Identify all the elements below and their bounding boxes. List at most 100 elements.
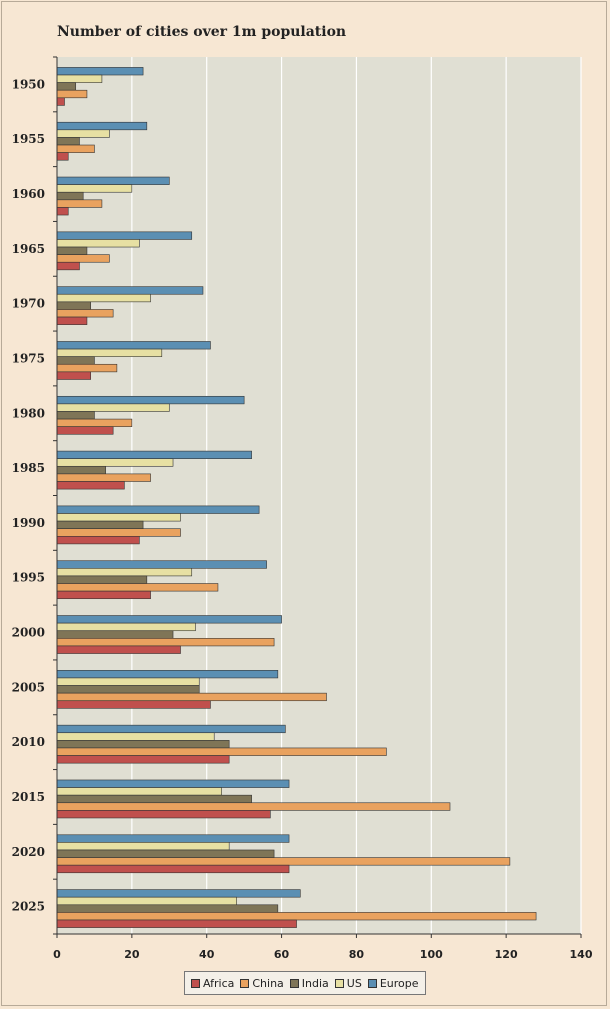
y-tick-label: 1975 <box>12 351 45 365</box>
bar-europe-1985 <box>56 450 252 459</box>
bar-africa-2010 <box>56 755 230 764</box>
chart-legend: Africa China India US Europe <box>184 971 426 995</box>
chart-title: Number of cities over 1m population <box>57 24 347 40</box>
bar-europe-2010 <box>56 724 286 734</box>
bar-africa-1965 <box>56 261 80 271</box>
bar-china-1955 <box>56 144 95 153</box>
legend-item-india: India <box>289 976 329 990</box>
bar-us-2020 <box>56 842 230 851</box>
bar-europe-2015 <box>56 779 290 788</box>
bar-europe-1950 <box>56 67 144 76</box>
y-tick-label: 1980 <box>12 406 45 420</box>
bar-europe-2025 <box>56 889 301 898</box>
y-tick-label: 1950 <box>12 77 45 91</box>
bar-africa-1970 <box>56 316 88 325</box>
x-tick-label: 100 <box>420 948 443 961</box>
x-tick-label: 0 <box>53 948 61 961</box>
bar-us-1960 <box>56 184 133 193</box>
bar-china-1990 <box>56 528 181 537</box>
bar-us-1980 <box>56 403 170 412</box>
bar-us-1975 <box>56 348 163 357</box>
legend-item-us: US <box>334 976 362 990</box>
bar-africa-1950 <box>56 97 65 106</box>
bar-china-2020 <box>56 857 511 866</box>
bar-us-1995 <box>56 568 193 577</box>
legend-item-china: China <box>240 976 284 990</box>
bar-china-1950 <box>56 89 88 99</box>
legend-swatch <box>334 978 344 988</box>
bar-europe-1980 <box>56 395 245 405</box>
bar-europe-1995 <box>56 560 267 569</box>
y-tick-label: 2000 <box>12 626 45 640</box>
bar-china-2015 <box>56 802 451 811</box>
x-tick-label: 20 <box>124 948 140 961</box>
bar-us-1965 <box>56 239 140 248</box>
legend-swatch <box>289 978 299 988</box>
y-tick-label: 2025 <box>12 900 45 914</box>
bar-us-2010 <box>56 732 215 741</box>
bar-us-1950 <box>56 74 103 83</box>
legend-label: Africa <box>203 976 235 990</box>
bar-china-1980 <box>56 418 133 427</box>
bar-africa-2000 <box>56 645 181 654</box>
x-tick-label: 60 <box>274 948 290 961</box>
x-tick-label: 140 <box>570 948 593 961</box>
bar-india-2015 <box>56 794 252 804</box>
bar-africa-1955 <box>56 152 69 161</box>
legend-label: India <box>301 976 329 990</box>
bar-china-2000 <box>56 638 275 647</box>
x-tick-label: 80 <box>349 948 365 961</box>
bar-india-1995 <box>56 575 148 584</box>
y-tick-label: 1985 <box>12 461 45 475</box>
bar-india-2020 <box>56 849 275 858</box>
bar-us-2025 <box>56 896 237 906</box>
x-tick-label: 40 <box>199 948 215 961</box>
bar-china-1995 <box>56 583 219 592</box>
bar-india-1975 <box>56 356 95 365</box>
bar-africa-1990 <box>56 536 140 545</box>
y-tick-label: 2020 <box>12 845 45 859</box>
y-tick-label: 2005 <box>12 680 45 694</box>
bar-africa-2025 <box>56 919 297 928</box>
bar-india-2010 <box>56 740 230 749</box>
bar-india-1960 <box>56 191 84 201</box>
bar-africa-2015 <box>56 810 271 819</box>
bar-india-1980 <box>56 411 95 420</box>
bar-africa-1985 <box>56 481 125 490</box>
y-tick-label: 1970 <box>12 297 45 311</box>
y-tick-label: 1995 <box>12 571 45 585</box>
bar-us-1970 <box>56 293 151 303</box>
bar-india-1955 <box>56 137 80 146</box>
bar-india-1990 <box>56 520 144 530</box>
legend-label: US <box>346 976 362 990</box>
bar-africa-2005 <box>56 700 211 709</box>
bar-india-2025 <box>56 904 279 913</box>
bar-india-1970 <box>56 301 91 310</box>
bar-africa-1980 <box>56 426 114 435</box>
bar-africa-2020 <box>56 864 290 874</box>
bar-india-1985 <box>56 465 106 475</box>
y-tick-label: 1955 <box>12 132 45 146</box>
legend-label: China <box>252 976 284 990</box>
bar-india-2000 <box>56 630 174 639</box>
legend-label: Europe <box>379 976 419 990</box>
bar-india-2005 <box>56 685 200 694</box>
legend-item-africa: Africa <box>191 977 234 990</box>
legend-swatch <box>240 978 250 988</box>
bar-europe-1975 <box>56 341 211 350</box>
bar-europe-2005 <box>56 670 279 679</box>
y-tick-label: 1990 <box>12 516 45 530</box>
bar-europe-1990 <box>56 505 260 514</box>
bar-china-1970 <box>56 309 114 318</box>
bar-europe-2020 <box>56 834 290 843</box>
bar-china-2005 <box>56 692 327 702</box>
bar-china-1965 <box>56 254 110 263</box>
legend-swatch <box>191 978 200 988</box>
bar-us-1990 <box>56 513 181 522</box>
bar-china-2025 <box>56 912 537 921</box>
bar-africa-1975 <box>56 371 91 380</box>
legend-swatch <box>367 978 377 988</box>
bar-china-1985 <box>56 473 151 482</box>
